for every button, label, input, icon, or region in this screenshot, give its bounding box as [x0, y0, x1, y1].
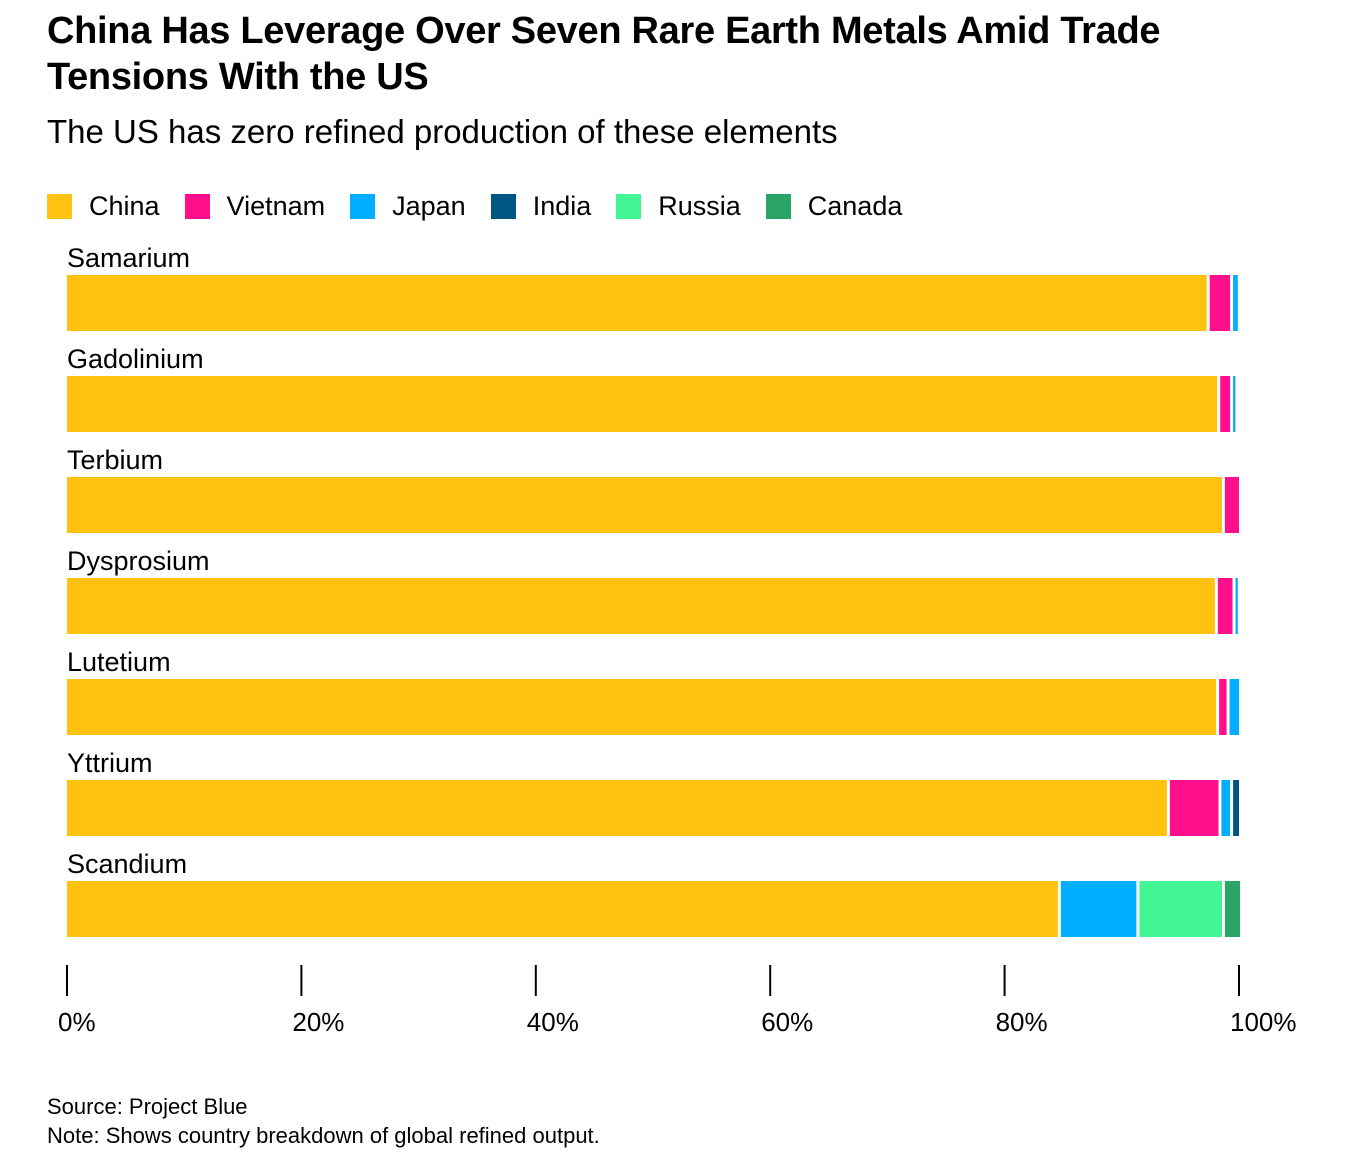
x-tick-label-5: 100%: [1230, 1007, 1297, 1037]
bar-segment-lutetium-vietnam: [1219, 679, 1227, 735]
bar-segment-dysprosium-vietnam: [1217, 578, 1233, 634]
footnote: Note: Shows country breakdown of global …: [47, 1123, 600, 1148]
legend-item-canada: Canada: [765, 188, 903, 224]
bar-segment-dysprosium-japan: [1235, 578, 1238, 634]
legend: China Vietnam Japan India Russia Canada: [47, 186, 927, 226]
x-tick-label-4: 80%: [996, 1007, 1048, 1037]
legend-swatch-canada: [765, 193, 791, 219]
source-note: Source: Project Blue: [47, 1094, 248, 1119]
bar-segment-lutetium-japan: [1229, 679, 1239, 735]
legend-swatch-vietnam: [184, 193, 210, 219]
bar-segment-lutetium-china: [67, 679, 1217, 735]
legend-swatch-japan: [350, 193, 376, 219]
bar-segment-samarium-china: [67, 275, 1207, 331]
legend-item-russia: Russia: [616, 188, 741, 224]
bar-segment-samarium-vietnam: [1209, 275, 1231, 331]
bar-segment-scandium-canada: [1224, 881, 1241, 937]
legend-swatch-russia: [616, 193, 642, 219]
legend-item-vietnam: Vietnam: [184, 188, 326, 224]
category-label-samarium: Samarium: [67, 243, 190, 273]
bar-segment-yttrium-china: [67, 780, 1167, 836]
legend-item-china: China: [47, 188, 160, 224]
x-tick-label-2: 40%: [527, 1007, 579, 1037]
bar-segment-dysprosium-china: [67, 578, 1215, 634]
footer: Source: Project Blue Note: Shows country…: [47, 1092, 600, 1150]
bar-segment-scandium-russia: [1139, 881, 1222, 937]
bar-segment-scandium-china: [67, 881, 1058, 937]
legend-label-vietnam: Vietnam: [226, 191, 326, 221]
bar-segment-gadolinium-china: [67, 376, 1218, 432]
legend-swatch-india: [490, 193, 516, 219]
bar-segment-terbium-china: [67, 477, 1222, 533]
legend-label-russia: Russia: [658, 191, 741, 221]
legend-label-canada: Canada: [807, 191, 903, 221]
category-label-yttrium: Yttrium: [67, 748, 153, 778]
chart-title: China Has Leverage Over Seven Rare Earth…: [47, 10, 1161, 98]
category-label-terbium: Terbium: [67, 445, 163, 475]
legend-label-china: China: [89, 191, 160, 221]
legend-label-india: India: [532, 191, 592, 221]
bar-segment-scandium-japan: [1060, 881, 1137, 937]
bar-segment-yttrium-vietnam: [1169, 780, 1219, 836]
bar-segment-gadolinium-vietnam: [1220, 376, 1231, 432]
x-tick-label-1: 20%: [292, 1007, 344, 1037]
bar-segment-terbium-vietnam: [1224, 477, 1239, 533]
legend-item-japan: Japan: [350, 188, 466, 224]
x-tick-label-3: 60%: [761, 1007, 813, 1037]
bar-segment-samarium-japan: [1233, 275, 1238, 331]
chart-subtitle: The US has zero refined production of th…: [47, 113, 838, 150]
legend-item-india: India: [490, 188, 592, 224]
legend-label-japan: Japan: [392, 191, 466, 221]
bar-segment-gadolinium-japan: [1233, 376, 1236, 432]
category-label-scandium: Scandium: [67, 849, 187, 879]
category-label-dysprosium: Dysprosium: [67, 546, 210, 576]
x-tick-label-0: 0%: [58, 1007, 96, 1037]
bar-segment-yttrium-japan: [1221, 780, 1231, 836]
bar-segment-yttrium-india: [1233, 780, 1239, 836]
category-label-gadolinium: Gadolinium: [67, 344, 204, 374]
category-label-lutetium: Lutetium: [67, 647, 171, 677]
legend-swatch-china: [47, 193, 72, 219]
